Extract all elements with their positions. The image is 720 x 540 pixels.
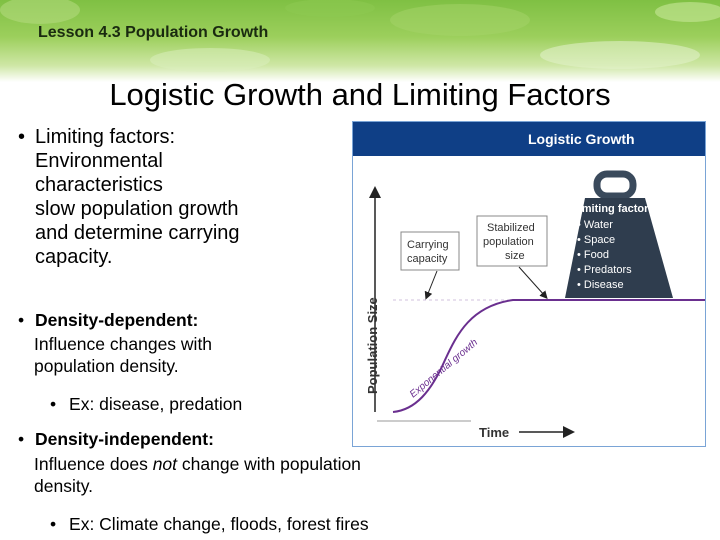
callout-carrying-line2: capacity bbox=[407, 253, 448, 265]
bullet-line: characteristics bbox=[35, 174, 163, 196]
bullet-marker: • bbox=[18, 126, 26, 148]
callout-stabilized-line2: population bbox=[483, 236, 534, 248]
desc-line: population density. bbox=[34, 356, 179, 376]
lesson-label: Lesson 4.3 Population Growth bbox=[38, 24, 269, 41]
callout-stabilized-line3: size bbox=[505, 250, 525, 262]
callout-carrying-line1: Carrying bbox=[407, 239, 449, 251]
bullet-heading: Limiting factors: bbox=[35, 126, 176, 148]
example-text: Ex: Climate change, floods, forest fires bbox=[69, 514, 369, 534]
desc-line: density. bbox=[34, 476, 94, 496]
callout-stabilized-line1: Stabilized bbox=[487, 222, 535, 234]
desc-line: Influence changes with bbox=[34, 334, 213, 354]
callout-stabilized-box bbox=[476, 215, 548, 267]
figure-canvas: Logistic Growth Time Population Size Exp… bbox=[353, 122, 705, 440]
density-dependent-example: • Ex: disease, predation bbox=[50, 393, 242, 415]
bullet-line: Environmental bbox=[35, 150, 163, 172]
example-text: Ex: disease, predation bbox=[69, 394, 243, 414]
bullet-heading: Density-independent: bbox=[35, 429, 214, 449]
bullet-marker: • bbox=[50, 394, 57, 414]
weight-item-water: • Water bbox=[577, 219, 613, 231]
density-dependent-desc: Influence changes with population densit… bbox=[34, 333, 212, 377]
bullet-limiting-factors: • Limiting factors: Environmental charac… bbox=[18, 125, 240, 269]
logistic-growth-figure: Logistic Growth Time Population Size Exp… bbox=[352, 121, 706, 447]
weight-item-food: • Food bbox=[577, 249, 609, 261]
weight-handle bbox=[593, 170, 637, 200]
callout-carrying-box bbox=[400, 231, 460, 271]
desc-pre: Influence does bbox=[34, 454, 153, 474]
bullet-marker: • bbox=[50, 514, 57, 534]
weight-item-predators: • Predators bbox=[577, 264, 632, 276]
bullet-heading: Density-dependent: bbox=[35, 310, 199, 330]
callout-stabilized-pointer bbox=[518, 266, 548, 299]
x-axis-label: Time bbox=[479, 425, 509, 440]
bullet-density-dependent: • Density-dependent: bbox=[18, 309, 198, 331]
logistic-curve bbox=[392, 299, 705, 413]
bullet-density-independent: • Density-independent: bbox=[18, 428, 214, 450]
slide-title: Logistic Growth and Limiting Factors bbox=[109, 77, 611, 112]
leaf-pattern bbox=[0, 0, 720, 72]
limiting-factors-weight: Limiting factors: • Water • Space • Food… bbox=[565, 170, 673, 298]
bullet-marker: • bbox=[18, 310, 25, 330]
desc-post: change with population bbox=[177, 454, 361, 474]
desc-emphasis: not bbox=[152, 454, 178, 474]
bullet-marker: • bbox=[18, 429, 25, 449]
desc-line: Influence does not change with populatio… bbox=[34, 453, 361, 475]
density-independent-desc: Influence does not change with populatio… bbox=[34, 453, 361, 497]
exponential-growth-label: Exponential growth bbox=[408, 337, 481, 400]
callout-carrying-pointer bbox=[424, 270, 438, 300]
bullet-line: and determine carrying bbox=[35, 222, 240, 244]
figure-title-bar bbox=[353, 122, 705, 156]
bullet-line: capacity. bbox=[35, 246, 113, 268]
weight-item-disease: • Disease bbox=[577, 279, 624, 291]
y-axis-label: Population Size bbox=[365, 297, 380, 394]
header-band: Lesson 4.3 Population Growth bbox=[0, 0, 720, 82]
weight-item-space: • Space bbox=[577, 234, 615, 246]
figure-title: Logistic Growth bbox=[528, 131, 635, 147]
weight-heading: Limiting factors: bbox=[572, 203, 658, 215]
weight-body bbox=[565, 198, 673, 298]
density-independent-example: • Ex: Climate change, floods, forest fir… bbox=[50, 513, 369, 535]
bullet-line: slow population growth bbox=[35, 198, 239, 220]
